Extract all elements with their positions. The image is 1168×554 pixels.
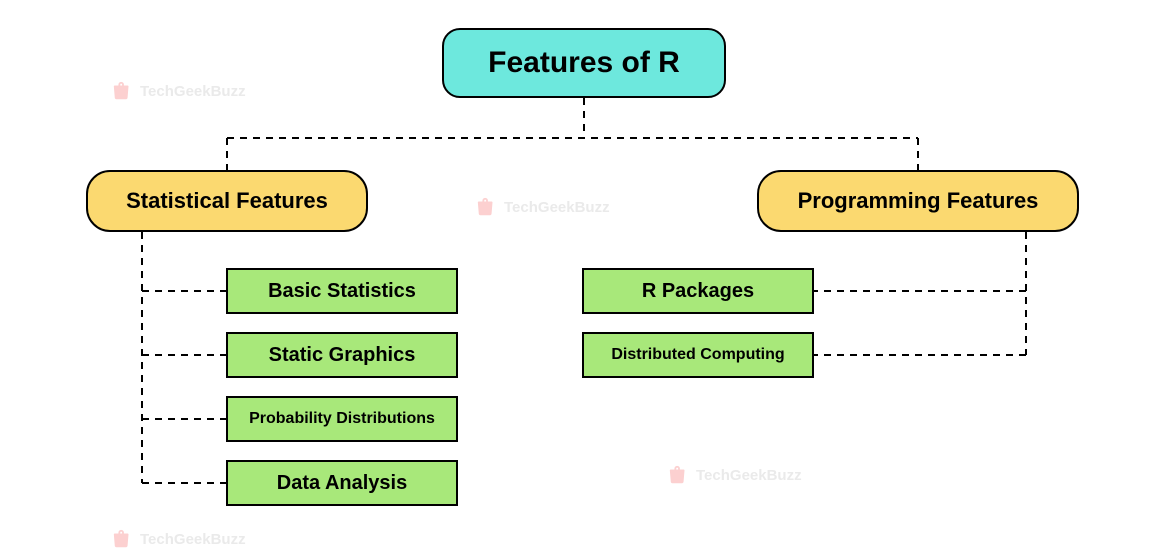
branch-node-prog: Programming Features (757, 170, 1079, 232)
watermark-text: TechGeekBuzz (140, 531, 246, 548)
leaf-node-stat-1-label: Static Graphics (269, 344, 416, 367)
leaf-node-prog-1: Distributed Computing (582, 332, 814, 378)
watermark: TechGeekBuzz (112, 80, 246, 102)
bag-icon (668, 464, 690, 486)
watermark-text: TechGeekBuzz (504, 199, 610, 216)
watermark-text: TechGeekBuzz (696, 467, 802, 484)
bag-icon (112, 528, 134, 550)
watermark-text: TechGeekBuzz (140, 83, 246, 100)
bag-icon (112, 80, 134, 102)
leaf-node-stat-1: Static Graphics (226, 332, 458, 378)
root-node-label: Features of R (488, 46, 680, 80)
leaf-node-stat-3-label: Data Analysis (277, 472, 407, 495)
leaf-node-stat-2-label: Probability Distributions (249, 410, 435, 428)
root-node: Features of R (442, 28, 726, 98)
leaf-node-stat-0: Basic Statistics (226, 268, 458, 314)
branch-node-prog-label: Programming Features (798, 188, 1039, 214)
leaf-node-prog-1-label: Distributed Computing (611, 346, 784, 364)
watermark: TechGeekBuzz (476, 196, 610, 218)
leaf-node-stat-3: Data Analysis (226, 460, 458, 506)
leaf-node-prog-0-label: R Packages (642, 280, 754, 303)
branch-node-stat: Statistical Features (86, 170, 368, 232)
leaf-node-stat-2: Probability Distributions (226, 396, 458, 442)
watermark: TechGeekBuzz (668, 464, 802, 486)
bag-icon (476, 196, 498, 218)
watermark: TechGeekBuzz (112, 528, 246, 550)
leaf-node-stat-0-label: Basic Statistics (268, 280, 416, 303)
leaf-node-prog-0: R Packages (582, 268, 814, 314)
branch-node-stat-label: Statistical Features (126, 188, 328, 214)
